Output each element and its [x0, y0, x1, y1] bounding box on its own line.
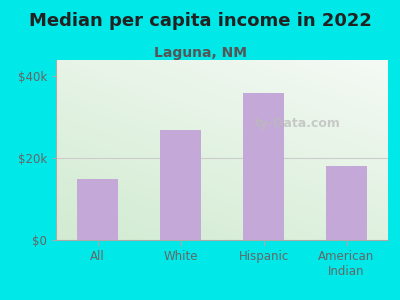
Bar	[160, 130, 201, 240]
Bar	[326, 167, 367, 240]
Text: Median per capita income in 2022: Median per capita income in 2022	[28, 12, 372, 30]
Text: ty-Data.com: ty-Data.com	[255, 116, 341, 130]
Text: Laguna, NM: Laguna, NM	[154, 46, 246, 61]
Bar	[77, 178, 118, 240]
Bar	[243, 93, 284, 240]
